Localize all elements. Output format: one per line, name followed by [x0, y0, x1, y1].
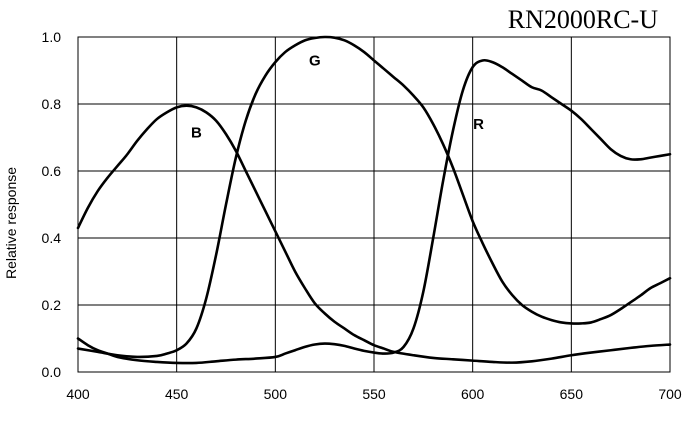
- series-line-r: [76, 58, 672, 365]
- y-tick-labels: 0.0 0.2 0.4 0.6 0.8 1.0: [42, 29, 62, 380]
- x-tick-label: 450: [165, 386, 189, 402]
- x-tick-label: 400: [66, 386, 90, 402]
- series-lines: [76, 35, 672, 365]
- x-tick-label: 500: [264, 386, 288, 402]
- x-tick-label: 700: [658, 386, 682, 402]
- x-tick-label: 650: [560, 386, 584, 402]
- y-tick-label: 0.6: [42, 163, 62, 179]
- y-tick-label: 1.0: [42, 29, 62, 45]
- series-line-g: [76, 35, 672, 359]
- y-axis-title: Relative response: [3, 167, 19, 279]
- y-tick-label: 0.2: [42, 297, 62, 313]
- chart-title: RN2000RC-U: [508, 5, 658, 34]
- series-label-b: B: [191, 124, 202, 141]
- x-tick-labels: 400 450 500 550 600 650 700: [66, 386, 682, 402]
- series-labels: B G R: [191, 52, 484, 141]
- grid: [78, 37, 670, 372]
- plot-area: B G R: [76, 35, 672, 373]
- series-label-r: R: [473, 116, 484, 133]
- x-tick-label: 600: [461, 386, 485, 402]
- y-tick-label: 0.8: [42, 96, 62, 112]
- series-label-g: G: [309, 52, 321, 69]
- series-line-b: [76, 104, 672, 364]
- y-tick-label: 0.0: [42, 364, 62, 380]
- y-tick-label: 0.4: [42, 230, 62, 246]
- x-tick-label: 550: [362, 386, 386, 402]
